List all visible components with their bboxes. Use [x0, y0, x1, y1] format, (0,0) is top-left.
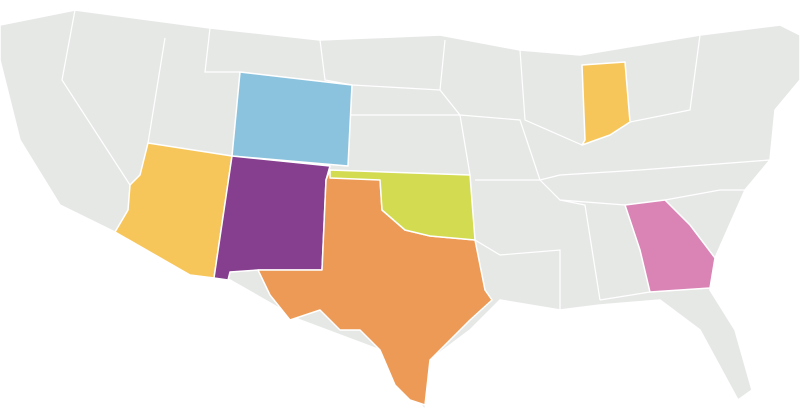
state-georgia [624, 199, 716, 293]
state-border [664, 189, 745, 201]
state-border [61, 9, 131, 186]
state-border [559, 199, 601, 301]
state-border [539, 159, 771, 181]
state-border [519, 49, 583, 146]
state-indiana [581, 61, 631, 146]
state-border [204, 27, 240, 73]
state-border [474, 239, 561, 310]
state-new-mexico [213, 155, 331, 281]
state-border [439, 89, 541, 181]
state-border [629, 34, 701, 123]
state-wyoming [231, 71, 353, 167]
state-border [147, 37, 166, 144]
state-border [599, 291, 651, 301]
state-oklahoma [329, 169, 476, 241]
state-border [539, 179, 626, 206]
